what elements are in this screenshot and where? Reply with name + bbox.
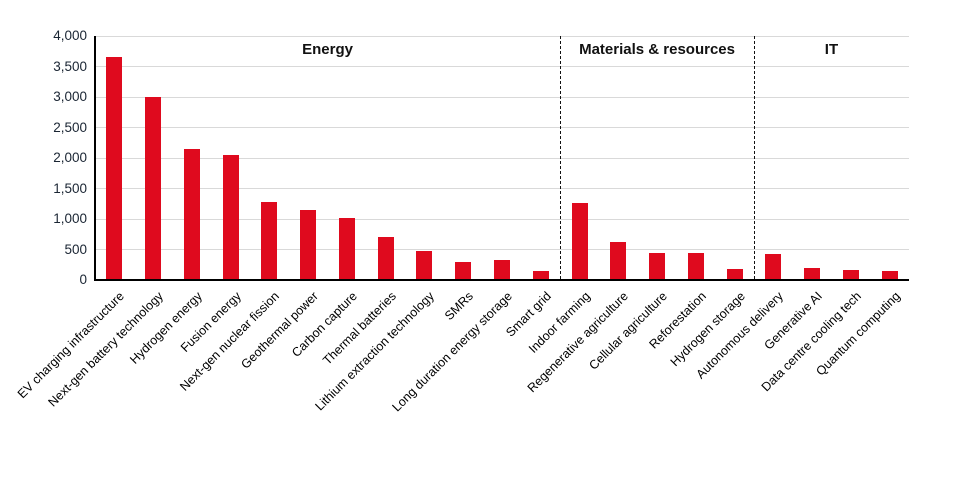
bar-fusion-energy (222, 154, 239, 280)
gridline-1000 (95, 218, 909, 220)
section-label-materials-resources: Materials & resources (579, 41, 736, 58)
bar-generative-ai (804, 268, 821, 280)
bar-next-gen-battery-technology (145, 97, 162, 280)
gridline-3500 (95, 66, 909, 67)
category-label: Hydrogen energy (127, 289, 205, 367)
y-tick-label: 1,000 (53, 211, 87, 226)
gridline-2000 (95, 157, 909, 159)
bar-next-gen-nuclear-fission (261, 201, 278, 280)
gridline-4000 (95, 35, 909, 37)
bar-ev-charging-infrastructure (106, 57, 123, 280)
y-tick-label: 3,500 (53, 58, 87, 74)
y-tick-label: 2,000 (53, 150, 87, 165)
bar-geothermal-power (300, 210, 317, 280)
y-tick-label: 0 (79, 272, 87, 287)
bar-cellular-agriculture (649, 253, 666, 280)
y-axis (94, 36, 96, 280)
y-tick-label: 2,500 (53, 119, 87, 135)
bar-hydrogen-storage (726, 269, 743, 280)
bar-thermal-batteries (377, 236, 394, 280)
y-tick-label: 3,000 (53, 89, 87, 104)
category-label: SMRs (442, 289, 477, 323)
bar-regenerative-agriculture (610, 241, 627, 280)
bar-data-centre-cooling-tech (842, 270, 859, 280)
section-label-it: IT (824, 41, 839, 58)
bar-lithium-extraction-technology (416, 251, 433, 280)
bar-smrs (455, 261, 472, 280)
gridline-1500 (95, 188, 909, 189)
bar-carbon-capture (338, 218, 355, 280)
section-label-energy: Energy (302, 41, 353, 58)
section-divider (753, 36, 755, 279)
x-axis (94, 279, 909, 281)
bar-reforestation (687, 253, 704, 280)
section-divider (560, 36, 562, 279)
bar-hydrogen-energy (183, 149, 200, 280)
bar-indoor-farming (571, 203, 588, 280)
bar-smart-grid (532, 271, 549, 280)
y-tick-label: 500 (64, 241, 87, 257)
bar-long-duration-energy-storage (494, 260, 510, 280)
gridline-500 (95, 249, 909, 250)
gridline-2500 (95, 127, 909, 128)
y-tick-label: 1,500 (53, 180, 87, 196)
gridline-3000 (95, 96, 909, 98)
bar-autonomous-delivery (765, 253, 782, 280)
bar-quantum-computing (881, 271, 898, 280)
y-tick-label: 4,000 (53, 28, 87, 43)
